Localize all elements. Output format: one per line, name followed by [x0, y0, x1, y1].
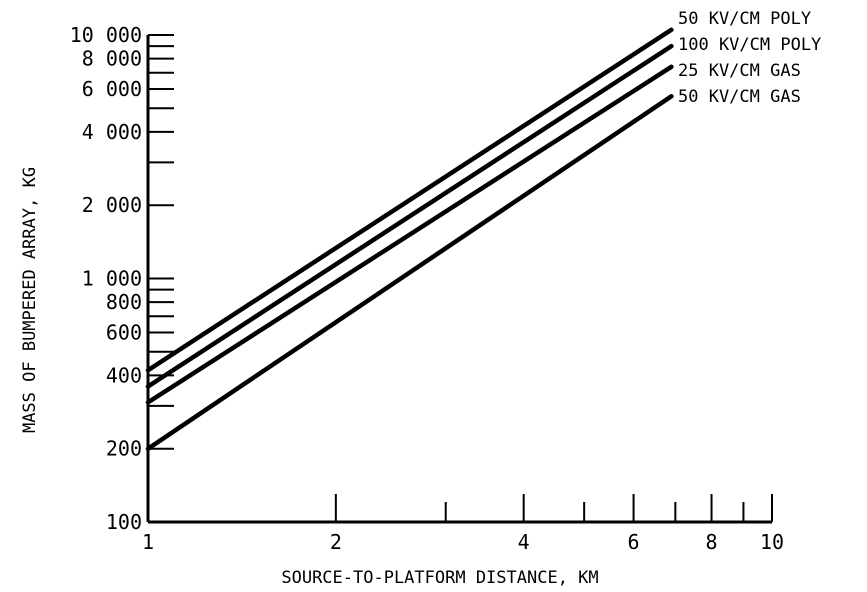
x-tick-label: 10	[760, 530, 784, 554]
series-line	[145, 43, 674, 389]
y-tick-label: 8 000	[82, 47, 142, 71]
series-label: 50 KV/CM GAS	[678, 87, 801, 107]
x-axis: 1 2 4 6 8 10	[142, 494, 784, 554]
series-label: 100 KV/CM POLY	[678, 35, 821, 55]
y-tick-label: 6 000	[82, 77, 142, 101]
x-tick-label: 1	[142, 530, 154, 554]
x-tick-label: 2	[330, 530, 342, 554]
y-tick-label: 1 000	[82, 267, 142, 291]
series-labels: 50 KV/CM POLY 100 KV/CM POLY 25 KV/CM GAS 5…	[678, 9, 821, 107]
x-axis-title: SOURCE-TO-PLATFORM DISTANCE, KM	[281, 568, 598, 588]
y-tick-label: 600	[106, 321, 142, 345]
x-tick-label: 8	[706, 530, 718, 554]
series-line	[145, 64, 674, 405]
series-group	[145, 27, 674, 451]
y-tick-label: 100	[106, 510, 142, 534]
y-tick-label: 400	[106, 363, 142, 387]
series-label: 25 KV/CM GAS	[678, 61, 801, 81]
x-tick-label: 4	[518, 530, 530, 554]
series-line	[145, 94, 674, 451]
y-tick-label: 4 000	[82, 120, 142, 144]
series-label: 50 KV/CM POLY	[678, 9, 811, 29]
y-tick-label: 2 000	[82, 193, 142, 217]
series-line	[145, 27, 674, 373]
y-tick-label: 10 000	[70, 23, 142, 47]
y-tick-label: 800	[106, 290, 142, 314]
y-tick-label: 200	[106, 437, 142, 461]
y-axis-title: MASS OF BUMPERED ARRAY, KG	[20, 167, 40, 433]
x-tick-label: 6	[628, 530, 640, 554]
